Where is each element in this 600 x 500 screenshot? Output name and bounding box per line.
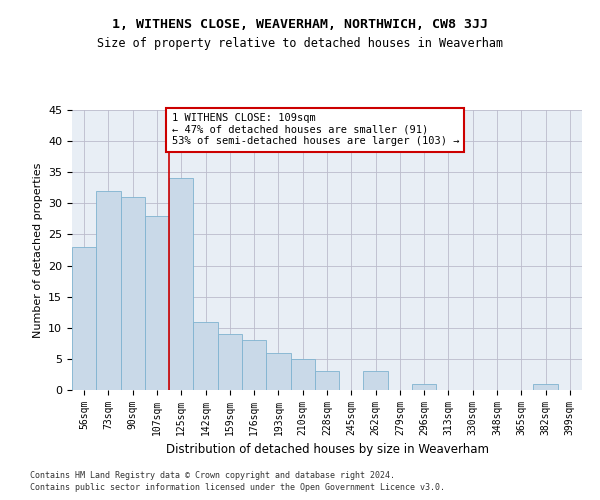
Bar [266, 352, 290, 390]
Bar [218, 334, 242, 390]
Bar [242, 340, 266, 390]
Text: Size of property relative to detached houses in Weaverham: Size of property relative to detached ho… [97, 38, 503, 51]
Bar [169, 178, 193, 390]
Y-axis label: Number of detached properties: Number of detached properties [32, 162, 43, 338]
Bar [290, 359, 315, 390]
Text: 1, WITHENS CLOSE, WEAVERHAM, NORTHWICH, CW8 3JJ: 1, WITHENS CLOSE, WEAVERHAM, NORTHWICH, … [112, 18, 488, 30]
Bar [364, 372, 388, 390]
Text: Contains public sector information licensed under the Open Government Licence v3: Contains public sector information licen… [30, 484, 445, 492]
Bar [315, 372, 339, 390]
Bar [193, 322, 218, 390]
Text: Contains HM Land Registry data © Crown copyright and database right 2024.: Contains HM Land Registry data © Crown c… [30, 471, 395, 480]
Bar [72, 247, 96, 390]
Bar [533, 384, 558, 390]
Bar [412, 384, 436, 390]
Bar [145, 216, 169, 390]
X-axis label: Distribution of detached houses by size in Weaverham: Distribution of detached houses by size … [166, 444, 488, 456]
Bar [96, 191, 121, 390]
Bar [121, 197, 145, 390]
Text: 1 WITHENS CLOSE: 109sqm
← 47% of detached houses are smaller (91)
53% of semi-de: 1 WITHENS CLOSE: 109sqm ← 47% of detache… [172, 113, 459, 146]
